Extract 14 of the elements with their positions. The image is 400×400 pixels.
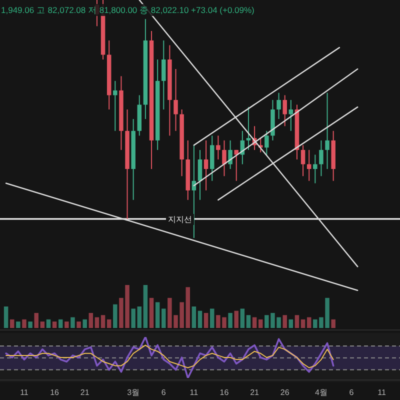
x-tick-label: 3월 <box>127 388 140 397</box>
x-tick-label: 21 <box>250 388 260 397</box>
x-tick-label: 16 <box>220 388 230 397</box>
ref-line-label: 지지선 <box>168 214 192 224</box>
x-tick-label: 6 <box>349 388 354 397</box>
annotation: 1,949.06 고 82,072.08 저 81,800.00 종 82,022.10 +73.04 (+0.09%) <box>1 5 255 15</box>
x-tick-label: 11 <box>20 388 29 397</box>
x-tick-label: 11 <box>190 388 199 397</box>
x-tick-label: 26 <box>280 388 290 397</box>
x-tick-label: 16 <box>50 388 60 397</box>
x-tick-label: 11 <box>378 388 387 397</box>
x-tick-label: 21 <box>80 388 90 397</box>
x-tick-label: 4월 <box>314 388 328 397</box>
x-tick-label: 6 <box>161 388 166 397</box>
